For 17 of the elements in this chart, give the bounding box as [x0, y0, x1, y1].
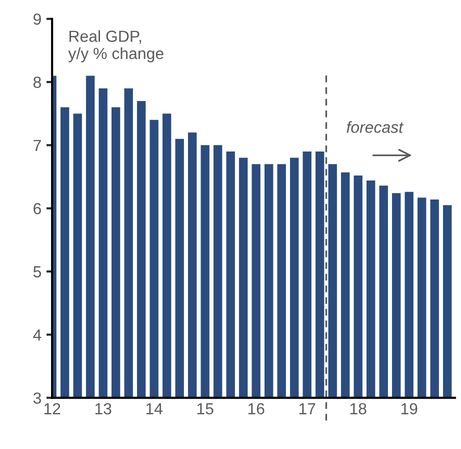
y-tick-label: 3 — [33, 392, 41, 404]
x-tick-label: 16 — [248, 403, 264, 414]
y-tick-label: 8 — [33, 76, 41, 88]
y-tick-label: 9 — [34, 13, 41, 25]
annotation: Real GDP, y/y % change — [68, 30, 164, 62]
x-tick-label: 19 — [401, 403, 418, 414]
y-tick-label: 6 — [34, 202, 41, 214]
x-tick-label: 13 — [95, 403, 112, 414]
x-tick-label: 17 — [299, 403, 316, 414]
x-tick-label: 12 — [44, 403, 60, 414]
annotation: forecast — [346, 121, 404, 133]
y-tick-label: 7 — [34, 140, 41, 151]
y-tick-label: 4 — [33, 329, 42, 340]
x-tick-label: 15 — [197, 403, 214, 414]
y-tick-label: 5 — [33, 266, 42, 278]
x-tick-label: 18 — [350, 403, 366, 414]
x-tick-label: 14 — [146, 403, 163, 414]
